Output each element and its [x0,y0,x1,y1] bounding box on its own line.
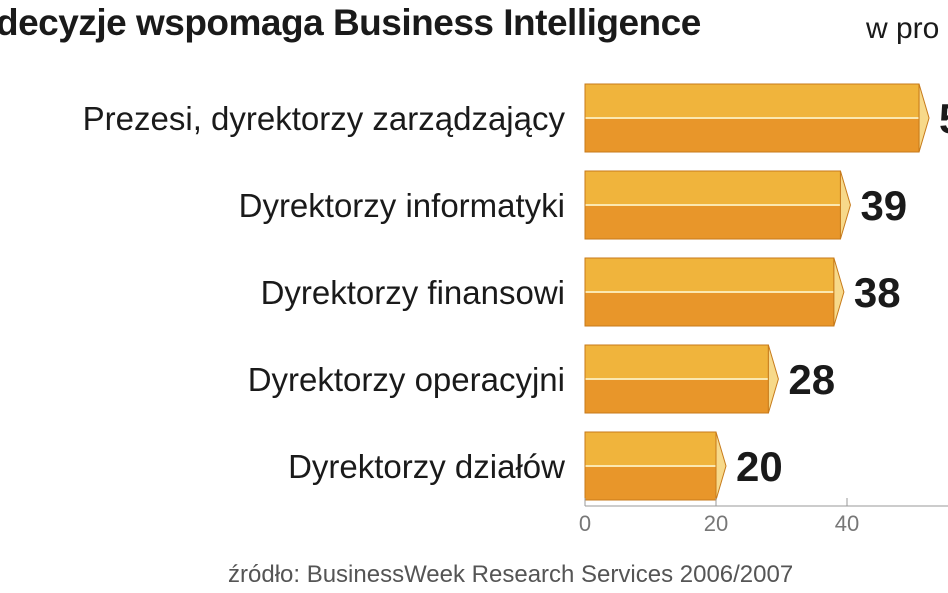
category-label: Dyrektorzy informatyki [239,187,565,224]
category-label: Dyrektorzy finansowi [261,274,565,311]
bar-cap [839,170,851,240]
value-label: 39 [860,182,907,229]
bar [585,345,769,379]
value-label: 28 [788,356,835,403]
unit-label: w pro [866,12,940,45]
category-label: Dyrektorzy działów [288,448,565,485]
category-label: Dyrektorzy operacyjni [248,361,565,398]
chart-title: decyzje wspomaga Business Intelligence [0,2,701,43]
bar-cap [833,257,845,327]
bar [585,171,841,205]
bar-cap [918,83,930,153]
category-label: Prezesi, dyrektorzy zarządzający [83,100,566,137]
bar-lower [585,118,920,152]
value-label: 20 [736,443,783,490]
bar [585,258,834,292]
x-tick-label: 40 [835,511,859,536]
bar [585,432,716,466]
value-label: 5 [939,95,948,142]
bar-cap [715,431,727,501]
bar-cap [767,344,779,414]
value-label: 38 [854,269,901,316]
x-tick-label: 20 [704,511,728,536]
bar [585,84,920,118]
bar-lower [585,379,769,413]
x-tick-label: 0 [579,511,591,536]
bar-lower [585,466,716,500]
bar-lower [585,292,834,326]
bar-lower [585,205,841,239]
source-note: źródło: BusinessWeek Research Services 2… [228,561,794,588]
